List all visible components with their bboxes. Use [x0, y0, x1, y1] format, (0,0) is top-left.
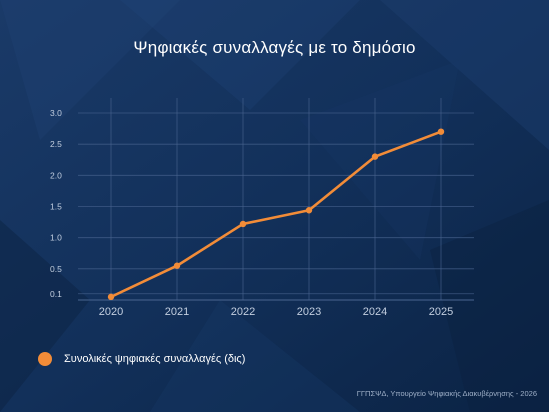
x-axis-ticks: 2020 2021 2022 2023 2024 2025	[99, 306, 453, 318]
y-tick-label: 0.1	[50, 289, 62, 299]
y-tick-label: 3.0	[50, 108, 62, 118]
data-point	[239, 220, 247, 228]
data-point	[107, 293, 115, 301]
x-tick-label: 2023	[297, 306, 321, 318]
series-group	[107, 128, 445, 301]
y-tick-label: 1.5	[50, 202, 62, 212]
legend-swatch-icon	[38, 352, 52, 366]
chart-title: Ψηφιακές συναλλαγές με το δημόσιο	[133, 38, 416, 57]
data-point	[371, 153, 379, 160]
y-tick-label: 1.0	[50, 233, 62, 243]
data-point	[305, 207, 313, 214]
y-tick-label: 2.5	[50, 139, 62, 149]
x-tick-label: 2025	[429, 306, 453, 318]
data-point	[173, 262, 181, 269]
legend-label: Συνολικές ψηφιακές συναλλαγές (δις)	[64, 353, 246, 365]
legend: Συνολικές ψηφιακές συναλλαγές (δις)	[38, 350, 245, 368]
x-tick-label: 2024	[363, 306, 387, 318]
grid-lines	[78, 98, 474, 301]
series-line	[109, 130, 443, 299]
data-point	[437, 128, 445, 135]
x-tick-label: 2022	[231, 306, 255, 318]
y-tick-label: 0.5	[50, 264, 62, 274]
x-tick-label: 2021	[165, 306, 189, 318]
y-tick-label: 2.0	[50, 170, 62, 180]
y-axis-ticks: 0.1 0.5 1.0 1.5 2.0 2.5 3.0	[50, 108, 62, 299]
x-tick-label: 2020	[99, 306, 123, 318]
source-footer: ΓΓΠΣΨΔ, Υπουργείο Ψηφιακής Διακυβέρνησης…	[356, 389, 537, 398]
